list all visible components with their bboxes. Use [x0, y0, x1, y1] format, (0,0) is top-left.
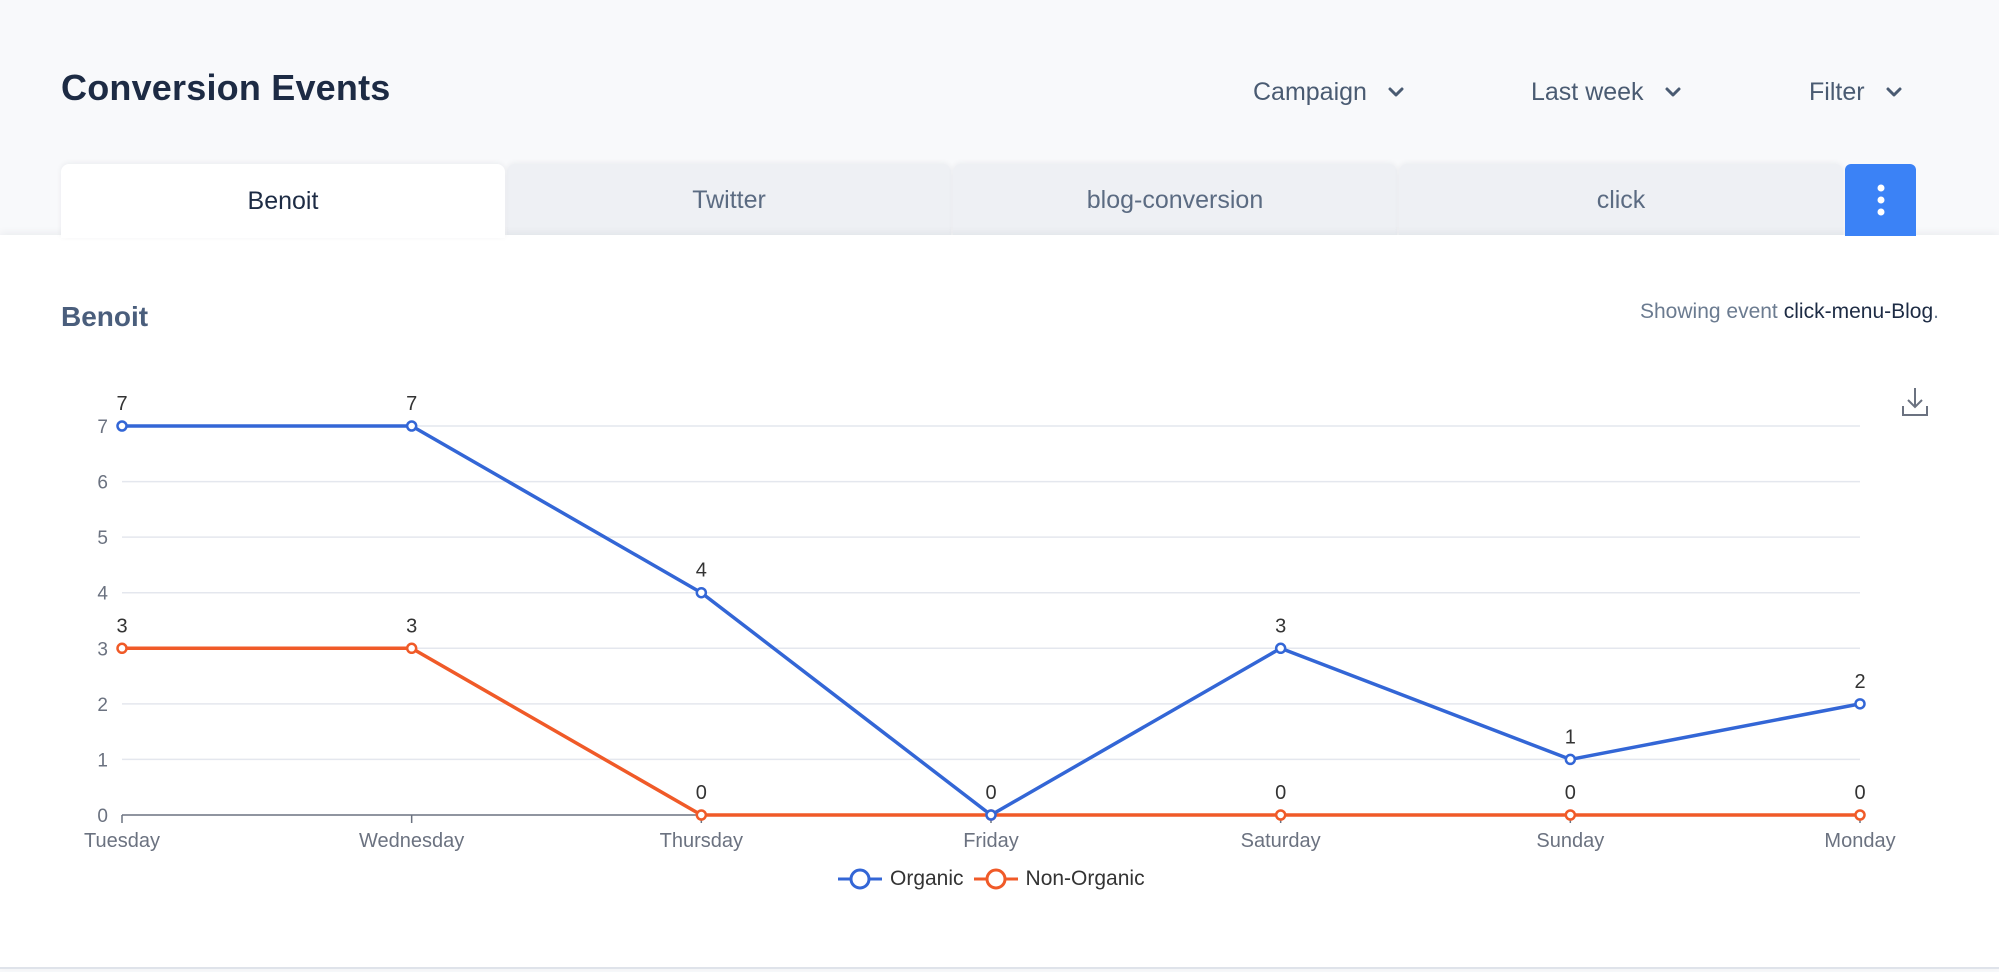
- chart-legend: Organic Non-Organic: [838, 867, 1155, 891]
- y-tick-label: 2: [97, 695, 108, 716]
- event-tabs: Benoit Twitter blog-conversion click: [61, 164, 1845, 238]
- panel-title: Benoit: [61, 301, 149, 332]
- event-note: Showing event click-menu-Blog .: [1640, 300, 1939, 324]
- data-point-organic: [116, 420, 128, 432]
- tab-click[interactable]: click: [1399, 164, 1843, 236]
- data-label-organic: 7: [116, 393, 127, 415]
- chevron-down-icon: [1388, 87, 1404, 97]
- data-point-organic: [695, 586, 708, 599]
- legend-label-organic: Organic: [890, 867, 964, 890]
- event-name: click-menu-Blog: [1783, 300, 1934, 323]
- event-note-suffix: .: [1933, 300, 1939, 323]
- y-tick-label: 5: [97, 528, 108, 549]
- data-point-organic: [1854, 698, 1866, 710]
- data-label-non-organic: 0: [696, 782, 707, 804]
- data-label-organic: 7: [406, 393, 417, 415]
- download-icon[interactable]: [1900, 385, 1930, 419]
- campaign-dropdown-label: Campaign: [1253, 77, 1367, 106]
- data-point-non-organic: [116, 642, 128, 655]
- data-point-organic: [405, 420, 418, 432]
- data-label-non-organic: 0: [1275, 782, 1286, 804]
- event-note-prefix: Showing event: [1640, 300, 1778, 323]
- y-tick-label: 4: [97, 584, 108, 605]
- tab-blog-conversion[interactable]: blog-conversion: [953, 164, 1397, 236]
- data-label-organic: 1: [1565, 726, 1576, 748]
- y-tick-label: 1: [97, 750, 108, 771]
- x-tick-label: Tuesday: [84, 830, 160, 852]
- x-tick-label: Wednesday: [359, 830, 464, 852]
- tab-twitter[interactable]: Twitter: [507, 164, 951, 236]
- x-tick-label: Friday: [963, 830, 1019, 852]
- data-point-non-organic: [1854, 809, 1866, 821]
- data-point-non-organic: [695, 809, 708, 821]
- data-point-organic: [1274, 642, 1287, 655]
- more-tabs-button[interactable]: [1845, 164, 1916, 236]
- x-tick-label: Saturday: [1241, 830, 1321, 852]
- data-point-non-organic: [1274, 809, 1287, 821]
- filter-dropdown-label: Filter: [1809, 77, 1865, 106]
- chart-panel: Benoit Showing event click-menu-Blog . 0…: [0, 235, 1999, 969]
- page-title: Conversion Events: [61, 67, 391, 108]
- data-label-non-organic: 0: [1565, 782, 1576, 804]
- data-label-organic: 2: [1854, 671, 1865, 693]
- legend-marker-organic: [838, 868, 882, 890]
- tab-benoit[interactable]: Benoit: [61, 164, 505, 238]
- data-label-organic: 3: [1275, 615, 1286, 637]
- y-tick-label: 7: [97, 417, 108, 438]
- legend-marker-non-organic: [973, 868, 1018, 890]
- chevron-down-icon: [1886, 87, 1902, 97]
- data-label-organic: 0: [985, 782, 996, 804]
- legend-item-organic[interactable]: Organic: [838, 867, 964, 891]
- series-line-organic: [122, 424, 1861, 817]
- x-tick-label: Monday: [1824, 830, 1895, 852]
- data-label-non-organic: 0: [1854, 782, 1865, 804]
- date-range-dropdown-label: Last week: [1531, 77, 1644, 106]
- x-tick-label: Sunday: [1536, 830, 1604, 852]
- data-point-non-organic: [1564, 809, 1577, 821]
- legend-item-non-organic[interactable]: Non-Organic: [973, 867, 1145, 891]
- data-label-non-organic: 3: [116, 615, 127, 637]
- y-tick-label: 0: [97, 806, 108, 827]
- campaign-dropdown[interactable]: Campaign: [1253, 74, 1405, 110]
- data-point-non-organic: [405, 642, 418, 655]
- x-tick-label: Thursday: [660, 830, 743, 852]
- date-range-dropdown[interactable]: Last week: [1531, 74, 1682, 110]
- y-tick-label: 3: [97, 639, 108, 660]
- legend-label-non-organic: Non-Organic: [1025, 867, 1145, 890]
- data-label-non-organic: 3: [406, 615, 417, 637]
- data-point-organic: [985, 809, 997, 821]
- vertical-dots-icon: [1877, 184, 1884, 216]
- y-tick-label: 6: [97, 473, 108, 494]
- data-point-organic: [1564, 753, 1577, 766]
- filter-dropdown[interactable]: Filter: [1809, 74, 1903, 110]
- chevron-down-icon: [1665, 87, 1681, 97]
- data-label-organic: 4: [696, 560, 707, 582]
